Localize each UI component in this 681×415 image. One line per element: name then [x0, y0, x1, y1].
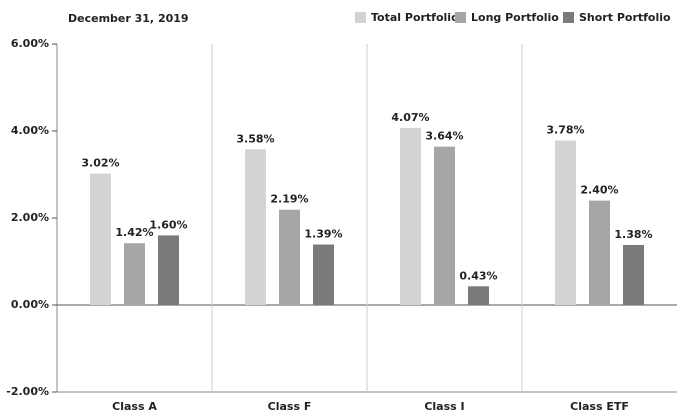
- value-label: 3.78%: [546, 124, 584, 137]
- y-tick-label: 4.00%: [11, 124, 49, 137]
- value-label: 4.07%: [391, 111, 429, 124]
- legend-swatch: [563, 12, 574, 23]
- value-label: 1.39%: [304, 228, 342, 241]
- x-tick-label: Class ETF: [570, 400, 629, 413]
- legend-swatch: [355, 12, 366, 23]
- legend-label: Short Portfolio: [579, 11, 671, 24]
- value-label: 2.40%: [580, 184, 618, 197]
- bar: [313, 244, 334, 305]
- chart-title: December 31, 2019: [68, 12, 189, 25]
- y-tick-label: 0.00%: [11, 298, 49, 311]
- value-label: 1.60%: [149, 218, 187, 231]
- y-tick-label: -2.00%: [6, 385, 49, 398]
- legend-label: Total Portfolio: [371, 11, 459, 24]
- y-tick-label: 2.00%: [11, 211, 49, 224]
- bar: [245, 149, 266, 305]
- value-label: 3.64%: [425, 130, 463, 143]
- y-tick-label: 6.00%: [11, 37, 49, 50]
- bar: [158, 235, 179, 305]
- value-label: 1.38%: [614, 228, 652, 241]
- legend-swatch: [455, 12, 466, 23]
- value-label: 3.02%: [81, 157, 119, 170]
- x-tick-label: Class I: [424, 400, 464, 413]
- legend-label: Long Portfolio: [471, 11, 559, 24]
- bar: [468, 286, 489, 305]
- bar: [555, 140, 576, 305]
- value-label: 1.42%: [115, 226, 153, 239]
- bar: [623, 244, 644, 305]
- x-tick-label: Class F: [268, 400, 312, 413]
- value-label: 2.19%: [270, 193, 308, 206]
- bar: [400, 127, 421, 305]
- bar: [124, 243, 145, 305]
- bar: [434, 146, 455, 305]
- bar: [90, 173, 111, 305]
- value-label: 3.58%: [236, 132, 274, 145]
- bar: [279, 209, 300, 305]
- bar: [589, 200, 610, 305]
- x-tick-label: Class A: [112, 400, 157, 413]
- value-label: 0.43%: [459, 269, 497, 282]
